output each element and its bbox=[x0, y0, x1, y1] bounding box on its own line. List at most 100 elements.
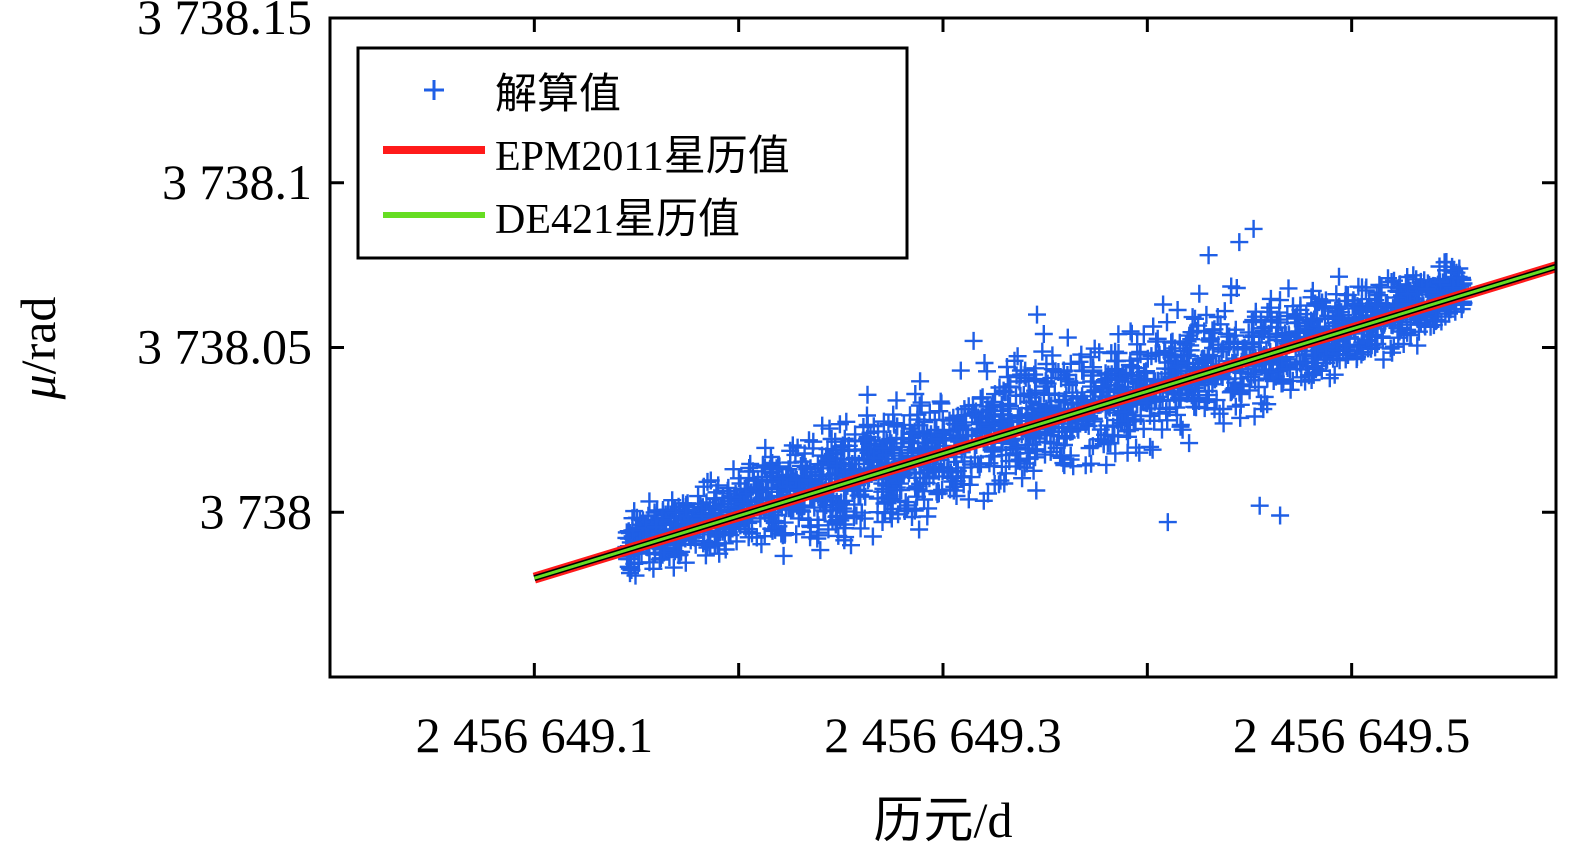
scatter-point bbox=[1084, 363, 1103, 382]
legend-label-de421: DE421星历值 bbox=[495, 197, 740, 243]
scatter-point bbox=[1222, 277, 1241, 296]
scatter-point bbox=[1292, 368, 1311, 387]
scatter-point bbox=[855, 509, 874, 528]
series-line-de421 bbox=[533, 265, 1557, 580]
scatter-point bbox=[1244, 219, 1263, 238]
scatter-point bbox=[887, 391, 906, 410]
scatter-point bbox=[826, 513, 845, 532]
scatter-point bbox=[676, 498, 695, 516]
scatter-point bbox=[724, 460, 743, 479]
scatter-point bbox=[811, 541, 830, 560]
scatter-point bbox=[666, 503, 685, 522]
scatter-point bbox=[1168, 405, 1186, 424]
scatter-point bbox=[959, 490, 978, 509]
scatter-point bbox=[941, 463, 960, 482]
legend: 解算值 EPM2011星历值 DE421星历值 bbox=[356, 46, 909, 260]
y-tick-label: 3 738.05 bbox=[137, 319, 312, 375]
scatter-point bbox=[625, 502, 644, 521]
scatter-point bbox=[858, 385, 877, 404]
scatter-point bbox=[1109, 344, 1128, 362]
scatter-point bbox=[814, 501, 833, 520]
scatter-point bbox=[1366, 338, 1385, 357]
scatter-point bbox=[1155, 342, 1174, 361]
scatter-point bbox=[640, 553, 659, 572]
scatter-point bbox=[1250, 333, 1269, 352]
scatter-point bbox=[1037, 355, 1056, 373]
scatter-point bbox=[1427, 311, 1446, 330]
scatter-point bbox=[1097, 455, 1116, 474]
x-tick-label: 2 456 649.5 bbox=[1233, 707, 1471, 763]
scatter-point bbox=[773, 526, 792, 545]
scatter-point bbox=[1418, 282, 1437, 301]
scatter-point bbox=[1027, 370, 1046, 389]
y-axis-symbol: μ bbox=[10, 374, 66, 400]
scatter-point bbox=[1008, 347, 1027, 366]
scatter-point bbox=[1370, 275, 1389, 294]
scatter-point bbox=[709, 476, 728, 495]
scatter-point bbox=[1016, 436, 1035, 455]
scatter-point bbox=[1344, 295, 1363, 314]
scatter-point bbox=[909, 480, 928, 499]
scatter-point bbox=[1317, 353, 1336, 372]
scatter-point bbox=[1052, 446, 1071, 465]
scatter-point bbox=[664, 501, 683, 520]
scatter-point bbox=[1215, 302, 1234, 321]
scatter-point bbox=[721, 487, 740, 506]
scatter-point bbox=[1109, 403, 1128, 422]
scatter-point bbox=[706, 527, 725, 546]
scatter-point bbox=[868, 503, 887, 522]
scatter-point bbox=[1220, 327, 1239, 346]
scatter-point bbox=[1154, 295, 1173, 314]
scatter-point bbox=[1239, 323, 1258, 342]
scatter-point bbox=[1384, 337, 1403, 356]
scatter-point bbox=[1352, 345, 1371, 364]
scatter-point bbox=[1308, 357, 1327, 376]
scatter-point bbox=[837, 412, 856, 431]
scatter-point bbox=[999, 411, 1018, 430]
scatter-point bbox=[1330, 267, 1348, 286]
scatter-point bbox=[1166, 347, 1184, 366]
y-tick-label: 3 738.1 bbox=[162, 154, 312, 210]
scatter-point bbox=[1212, 342, 1231, 361]
scatter-point bbox=[1286, 309, 1304, 328]
scatter-point bbox=[1245, 407, 1264, 426]
scatter-point bbox=[1198, 349, 1217, 368]
scatter-point bbox=[1058, 328, 1077, 347]
scatter-point bbox=[864, 449, 883, 468]
scatter-point bbox=[1166, 391, 1185, 410]
scatter-point bbox=[727, 532, 746, 551]
scatter-point bbox=[1256, 318, 1275, 337]
scatter-point bbox=[910, 520, 929, 539]
scatter-point bbox=[1054, 454, 1073, 473]
scatter-point bbox=[1373, 328, 1392, 347]
scatter-point bbox=[846, 425, 865, 444]
scatter-point bbox=[1008, 440, 1027, 459]
scatter-point bbox=[1398, 284, 1417, 303]
scatter-point bbox=[975, 354, 994, 372]
series-lines bbox=[532, 261, 1558, 584]
scatter-point bbox=[1184, 391, 1203, 410]
scatter-point bbox=[1082, 372, 1101, 391]
scatter-point bbox=[1267, 325, 1286, 344]
scatter-point bbox=[1437, 253, 1456, 271]
scatter-point bbox=[1171, 417, 1190, 436]
scatter-point bbox=[1453, 269, 1471, 287]
scatter-point bbox=[873, 482, 892, 501]
scatter-point bbox=[820, 419, 839, 438]
scatter-point bbox=[884, 405, 903, 424]
x-tick-label: 2 456 649.1 bbox=[416, 707, 654, 763]
scatter-point bbox=[1409, 322, 1428, 341]
scatter-point bbox=[1261, 289, 1280, 308]
scatter-point bbox=[1327, 285, 1346, 304]
scatter-point bbox=[1158, 513, 1177, 532]
scatter-point bbox=[772, 524, 791, 543]
scatter-point bbox=[744, 471, 763, 490]
scatter-point bbox=[932, 394, 951, 413]
scatter-point bbox=[1290, 353, 1309, 372]
scatter-point bbox=[941, 480, 960, 499]
scatter-point bbox=[911, 372, 930, 391]
scatter-point bbox=[817, 447, 836, 466]
scatter-point bbox=[1408, 336, 1427, 355]
scatter-point bbox=[763, 462, 782, 481]
